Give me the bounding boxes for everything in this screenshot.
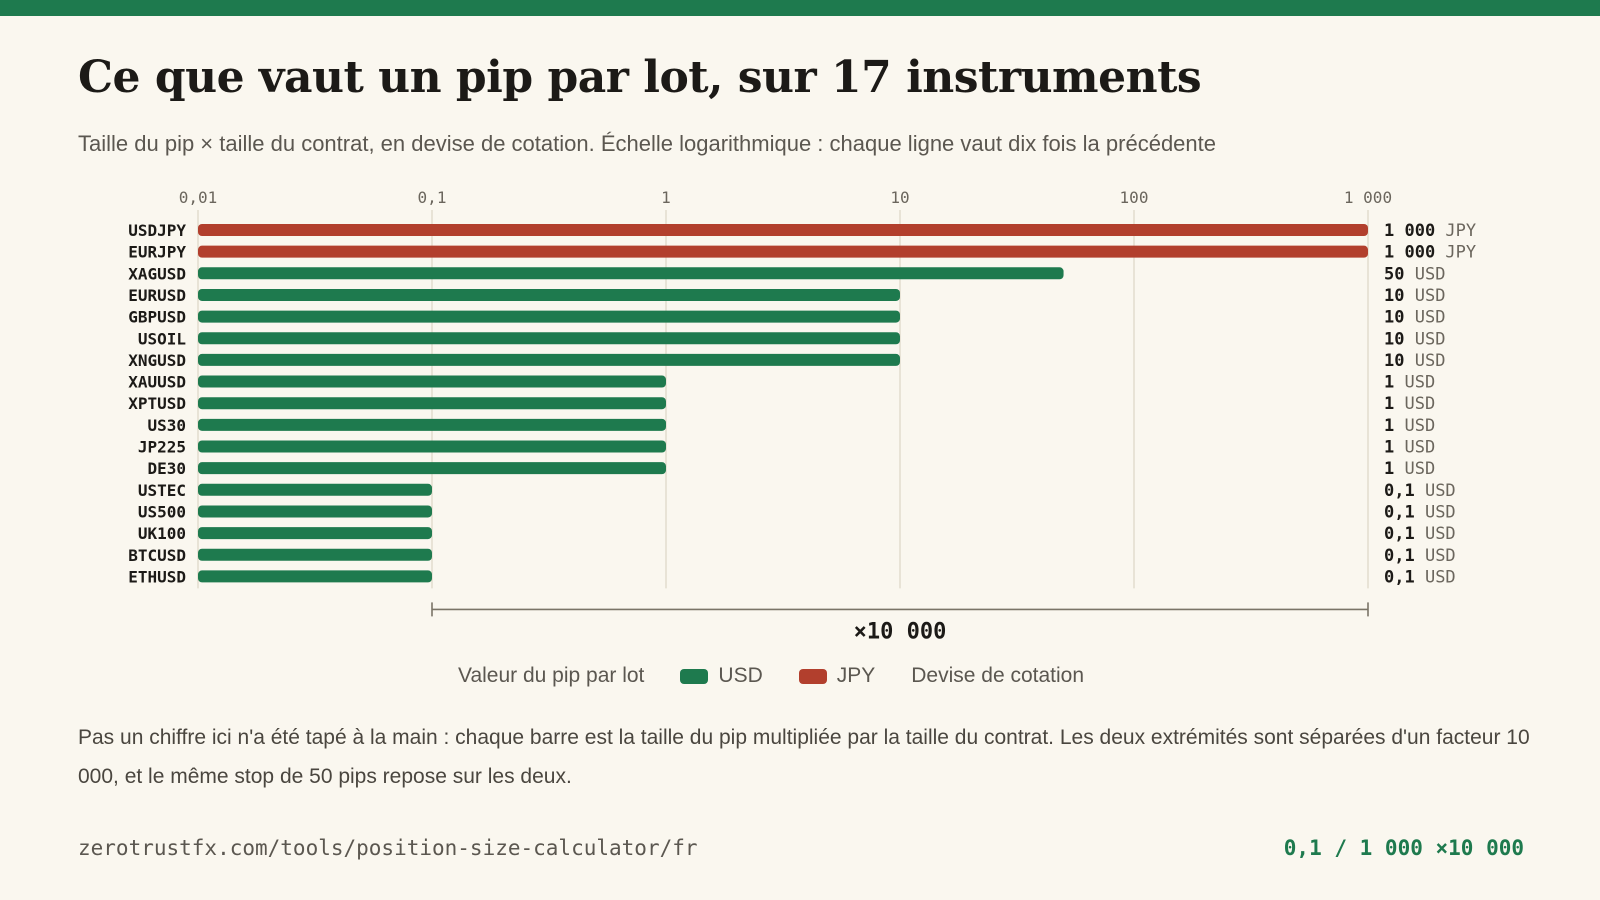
data-label: 0,1 USD — [1384, 524, 1456, 544]
bar — [198, 245, 1368, 258]
category-label: USTEC — [138, 481, 186, 500]
category-label: UK100 — [138, 524, 186, 543]
data-label: 1 USD — [1384, 459, 1435, 479]
x-tick-label: 1 — [661, 188, 671, 207]
category-label: XAUUSD — [128, 373, 186, 392]
category-label: XNGUSD — [128, 351, 186, 370]
data-label: 50 USD — [1384, 264, 1445, 284]
legend-title: Valeur du pip par lot — [458, 664, 645, 687]
data-label: 1 000 JPY — [1384, 243, 1476, 263]
data-label: 1 USD — [1384, 373, 1435, 393]
legend-suffix: Devise de cotation — [911, 664, 1085, 687]
chart-subtitle: Taille du pip × taille du contrat, en de… — [78, 131, 1216, 156]
x-tick-label: 100 — [1120, 188, 1149, 207]
data-label: 1 USD — [1384, 438, 1435, 458]
category-label: EURJPY — [128, 243, 186, 262]
bar — [198, 548, 432, 561]
legend-item-usd: USD — [680, 664, 763, 688]
bar — [198, 570, 432, 583]
bar — [198, 353, 900, 366]
bar — [198, 483, 432, 496]
legend: Valeur du pip par lot USD JPY Devise de … — [458, 664, 1084, 688]
data-label: 10 USD — [1384, 286, 1445, 306]
category-label: XPTUSD — [128, 394, 186, 413]
data-label: 0,1 USD — [1384, 481, 1456, 501]
range-annotation-label: ×10 000 — [854, 619, 947, 640]
data-label: 10 USD — [1384, 329, 1445, 349]
bar — [198, 310, 900, 323]
x-tick-label: 0,01 — [179, 188, 218, 207]
data-label: 0,1 USD — [1384, 546, 1456, 566]
chart-title: Ce que vaut un pip par lot, sur 17 instr… — [78, 52, 1202, 103]
x-tick-label: 0,1 — [418, 188, 447, 207]
data-label: 1 USD — [1384, 416, 1435, 436]
legend-label-jpy: JPY — [836, 664, 876, 687]
legend-label-usd: USD — [718, 664, 763, 687]
bar — [198, 224, 1368, 236]
category-label: XAGUSD — [128, 264, 186, 283]
footer-summary: 0,1 / 1 000 ×10 000 — [1283, 836, 1524, 860]
bar — [198, 462, 666, 475]
bar — [198, 397, 666, 410]
category-label: JP225 — [138, 438, 186, 457]
bar — [198, 332, 900, 345]
category-label: BTCUSD — [128, 546, 186, 565]
bar — [198, 418, 666, 431]
legend-item-jpy: JPY — [798, 664, 876, 688]
pip-value-bar-chart: 0,01 0,1 1 10 100 1 000 USDJPY 1 000 JPY EURJPY 1… — [128, 188, 1476, 640]
category-label: USOIL — [138, 329, 186, 348]
x-tick-label: 10 — [890, 188, 909, 207]
top-accent-bar — [0, 0, 1600, 16]
category-label: DE30 — [147, 459, 186, 478]
bar — [198, 440, 666, 453]
bar — [198, 375, 666, 388]
data-label: 1 000 JPY — [1384, 221, 1476, 241]
category-label: EURUSD — [128, 286, 186, 305]
legend-swatch-usd — [680, 668, 709, 684]
bar — [198, 288, 900, 301]
data-label: 0,1 USD — [1384, 567, 1456, 587]
explanatory-note: Pas un chiffre ici n'a été tapé à la mai… — [78, 726, 1530, 788]
data-label: 1 USD — [1384, 394, 1435, 414]
data-label: 10 USD — [1384, 351, 1445, 371]
bar — [198, 527, 432, 540]
category-label: US30 — [147, 416, 186, 435]
bar — [198, 505, 432, 518]
data-label: 10 USD — [1384, 308, 1445, 328]
category-label: USDJPY — [128, 221, 186, 240]
x-tick-label: 1 000 — [1344, 188, 1392, 207]
bar — [198, 267, 1064, 280]
category-label: US500 — [138, 502, 186, 521]
category-label: GBPUSD — [128, 308, 186, 327]
footer-url-link[interactable]: zerotrustfx.com/tools/position-size-calc… — [78, 836, 698, 860]
data-label: 0,1 USD — [1384, 502, 1456, 522]
category-label: ETHUSD — [128, 567, 186, 586]
legend-swatch-jpy — [798, 668, 827, 684]
